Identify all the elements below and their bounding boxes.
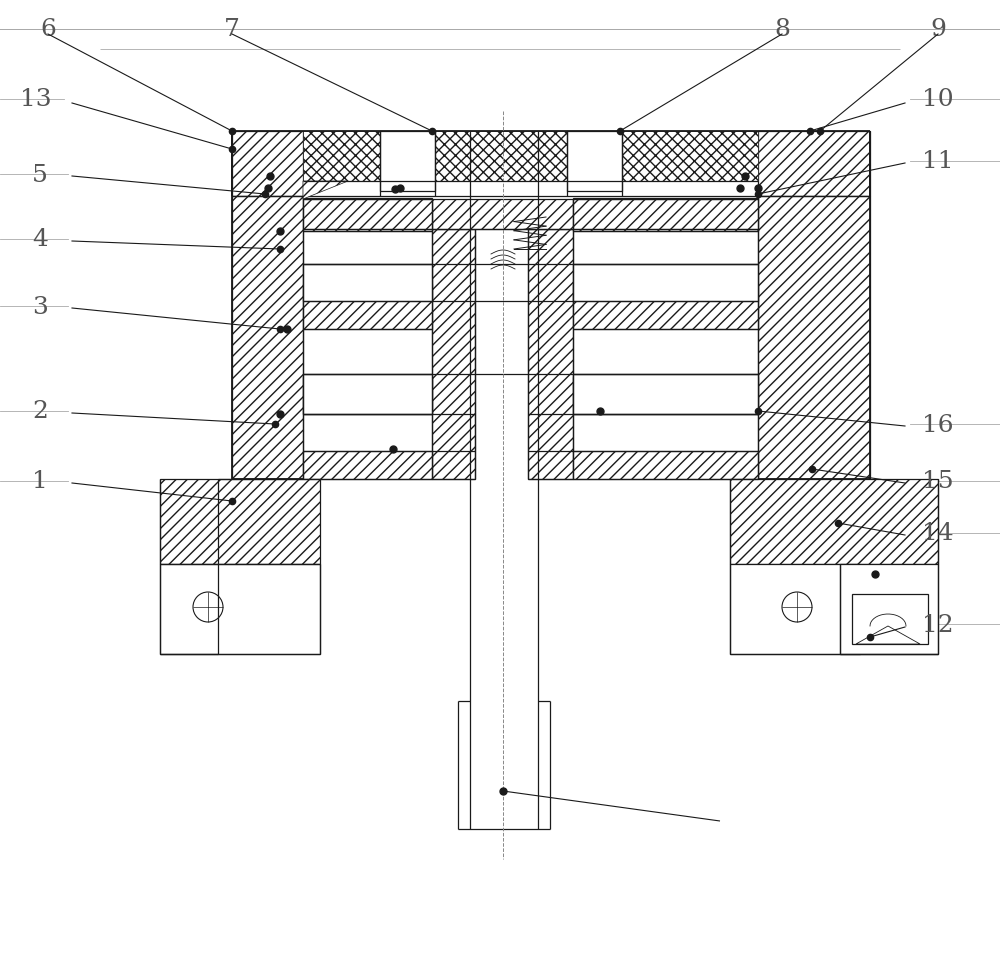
Text: 14: 14 [922,522,954,545]
Text: 16: 16 [922,413,954,436]
Bar [303,132,758,182]
Polygon shape [303,182,348,200]
Bar [232,132,303,197]
Bar [160,564,320,654]
Bar [573,265,758,301]
Bar [432,200,573,230]
Text: 6: 6 [40,18,56,42]
Text: 11: 11 [922,150,954,173]
Text: 5: 5 [32,164,48,186]
Bar [303,265,432,301]
Text: 7: 7 [224,18,240,42]
Bar [852,594,928,644]
Bar [573,199,758,232]
Bar [432,230,475,480]
Bar [840,564,938,654]
Text: 10: 10 [922,88,954,111]
Bar [758,197,870,480]
Text: 4: 4 [32,229,48,251]
Text: 15: 15 [922,470,954,493]
Bar [730,480,938,564]
Bar [730,564,860,654]
Text: 2: 2 [32,400,48,423]
Bar [303,452,432,480]
Bar [303,285,432,329]
Text: 3: 3 [32,296,48,318]
Bar [573,375,758,415]
Polygon shape [856,626,920,644]
Text: 9: 9 [930,18,946,42]
Bar [303,375,432,415]
Bar [567,132,622,192]
Bar [758,132,870,197]
Bar [573,285,758,329]
Bar [160,480,320,564]
Bar [303,199,432,232]
Bar [303,378,432,415]
Bar [232,197,303,480]
Bar [528,230,573,480]
Text: 1: 1 [32,470,48,493]
Text: 8: 8 [774,18,790,42]
Text: 12: 12 [922,612,954,636]
Bar [573,452,758,480]
Bar [573,378,758,415]
Bar [380,132,435,192]
Text: 13: 13 [20,88,52,111]
